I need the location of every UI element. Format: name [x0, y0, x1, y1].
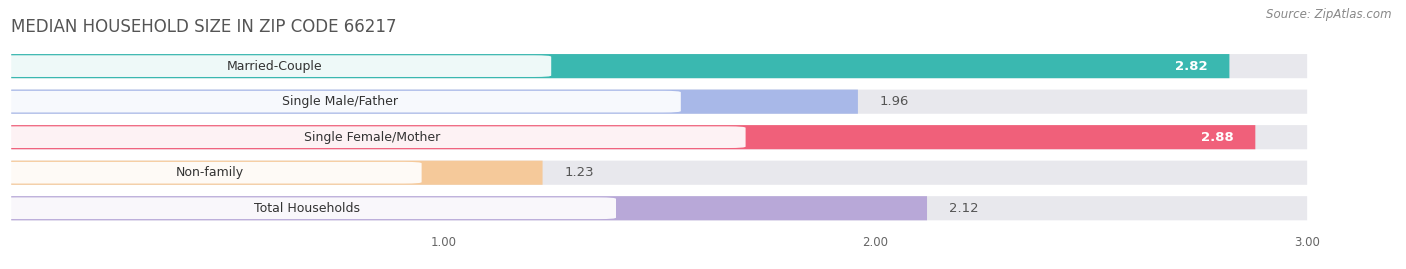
- FancyBboxPatch shape: [11, 196, 927, 220]
- Text: Married-Couple: Married-Couple: [226, 60, 322, 73]
- FancyBboxPatch shape: [11, 90, 1308, 114]
- Text: 2.82: 2.82: [1175, 60, 1208, 73]
- FancyBboxPatch shape: [11, 161, 1308, 185]
- FancyBboxPatch shape: [11, 161, 543, 185]
- FancyBboxPatch shape: [0, 197, 616, 219]
- FancyBboxPatch shape: [0, 162, 422, 183]
- FancyBboxPatch shape: [11, 125, 1256, 149]
- Text: 2.88: 2.88: [1201, 131, 1233, 144]
- FancyBboxPatch shape: [0, 126, 745, 148]
- FancyBboxPatch shape: [11, 196, 1308, 220]
- FancyBboxPatch shape: [11, 90, 858, 114]
- FancyBboxPatch shape: [0, 91, 681, 112]
- Text: Single Male/Father: Single Male/Father: [281, 95, 398, 108]
- Text: 2.12: 2.12: [949, 202, 979, 215]
- Text: Source: ZipAtlas.com: Source: ZipAtlas.com: [1267, 8, 1392, 21]
- FancyBboxPatch shape: [11, 125, 1308, 149]
- Text: 1.23: 1.23: [564, 166, 593, 179]
- FancyBboxPatch shape: [11, 54, 1229, 78]
- Text: MEDIAN HOUSEHOLD SIZE IN ZIP CODE 66217: MEDIAN HOUSEHOLD SIZE IN ZIP CODE 66217: [11, 18, 396, 36]
- Text: Total Households: Total Households: [254, 202, 360, 215]
- Text: 1.96: 1.96: [880, 95, 908, 108]
- FancyBboxPatch shape: [0, 55, 551, 77]
- Text: Non-family: Non-family: [176, 166, 245, 179]
- FancyBboxPatch shape: [11, 54, 1308, 78]
- Text: Single Female/Mother: Single Female/Mother: [304, 131, 440, 144]
